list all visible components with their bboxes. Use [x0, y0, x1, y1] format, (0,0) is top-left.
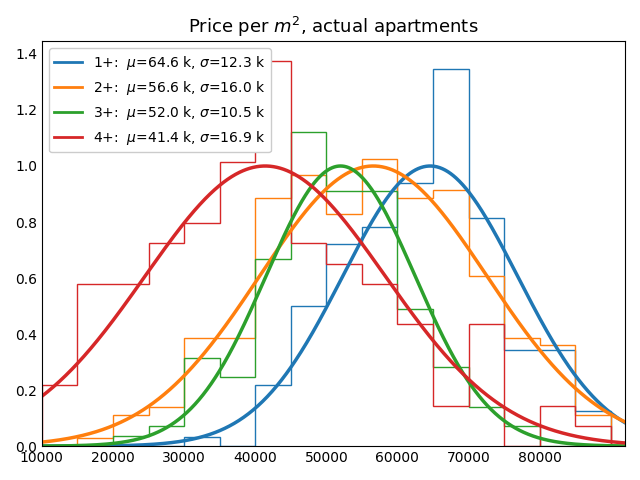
Title: Price per $m^2$, actual apartments: Price per $m^2$, actual apartments [188, 15, 479, 39]
Legend: 1+:  $\mu$=64.6 k, $\sigma$=12.3 k, 2+:  $\mu$=56.6 k, $\sigma$=16.0 k, 3+:  $\m: 1+: $\mu$=64.6 k, $\sigma$=12.3 k, 2+: $… [49, 48, 271, 152]
